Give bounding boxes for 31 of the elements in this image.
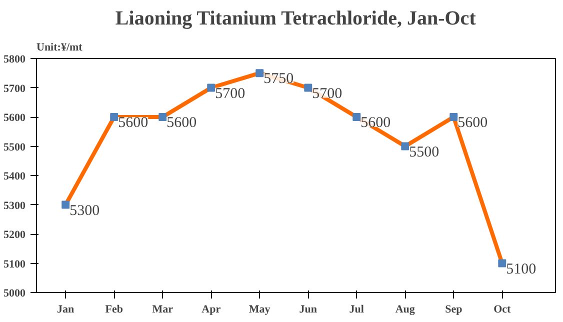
y-tick-label: 5700 bbox=[4, 82, 26, 95]
y-tick-label: 5200 bbox=[4, 229, 26, 241]
data-label: 5600 bbox=[458, 115, 488, 131]
data-label: 5600 bbox=[360, 115, 391, 131]
y-tick-label: 5800 bbox=[4, 54, 26, 66]
y-tick-label: 5300 bbox=[4, 200, 26, 212]
y-tick-label: 5000 bbox=[4, 288, 26, 300]
data-label: 5500 bbox=[409, 144, 440, 160]
y-tick-label: 5400 bbox=[4, 170, 26, 182]
y-tick-label: 5600 bbox=[4, 112, 26, 124]
data-label: 5600 bbox=[166, 115, 197, 131]
x-tick-label: Jun bbox=[299, 304, 318, 316]
chart-title: Liaoning Titanium Tetrachloride, Jan-Oct bbox=[115, 8, 476, 30]
data-label: 5700 bbox=[215, 86, 246, 102]
x-tick-label: Feb bbox=[105, 304, 123, 316]
data-label: 5700 bbox=[312, 86, 342, 102]
y-axis-title: Unit:¥/mt bbox=[36, 42, 83, 54]
data-label: 5600 bbox=[118, 115, 148, 131]
x-tick-label: Aug bbox=[395, 304, 416, 316]
x-tick-label: Mar bbox=[152, 304, 174, 316]
data-label: 5750 bbox=[264, 71, 294, 88]
x-tick-label: Apr bbox=[202, 304, 221, 316]
data-label: 5100 bbox=[506, 261, 536, 278]
y-tick-label: 5100 bbox=[4, 258, 26, 270]
x-tick-label: Jan bbox=[57, 304, 74, 316]
data-label: 5300 bbox=[70, 202, 100, 219]
x-tick-label: Jul bbox=[349, 304, 364, 316]
y-tick-label: 5500 bbox=[4, 141, 26, 154]
x-tick-label: May bbox=[248, 304, 271, 316]
x-tick-label: Oct bbox=[494, 304, 512, 316]
x-tick-label: Sep bbox=[445, 304, 462, 316]
